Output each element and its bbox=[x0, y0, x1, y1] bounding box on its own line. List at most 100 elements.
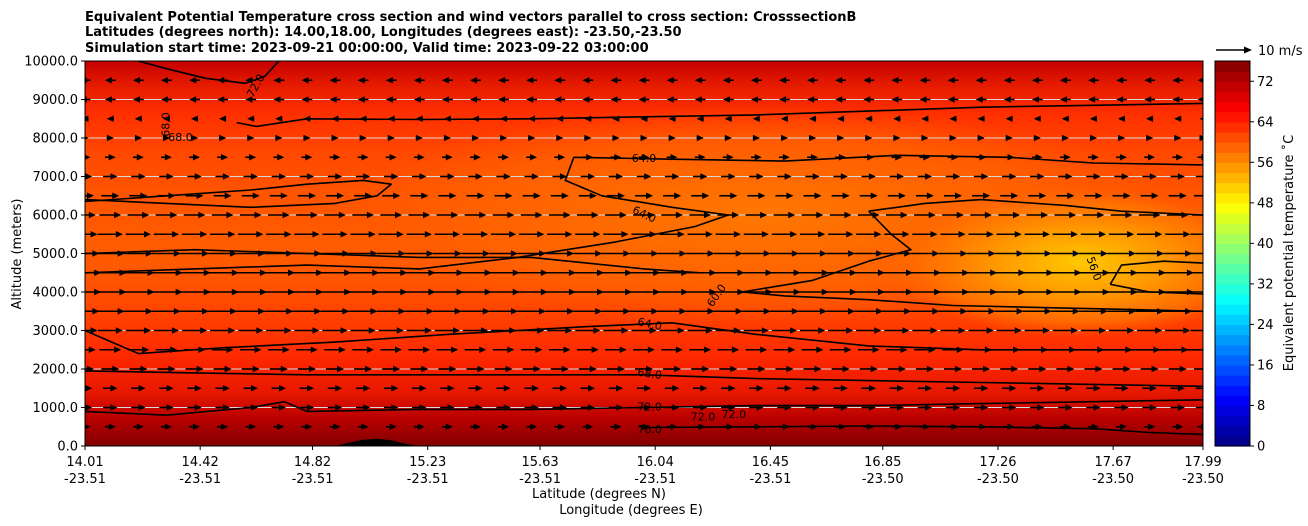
wind-arrow-head bbox=[779, 77, 787, 84]
wind-arrow-head bbox=[679, 250, 687, 257]
contour-label-7: 68.0 bbox=[637, 366, 663, 382]
wind-arrow-head bbox=[391, 173, 399, 180]
wind-arrow-head bbox=[677, 231, 685, 238]
wind-arrow-head bbox=[870, 192, 878, 199]
wind-arrow-head bbox=[1203, 404, 1210, 410]
wind-arrow-head bbox=[1181, 346, 1189, 353]
wind-arrow-head bbox=[451, 346, 459, 353]
wind-arrow-head bbox=[498, 77, 506, 84]
wind-arrow bbox=[657, 250, 687, 257]
wind-arrow bbox=[410, 365, 429, 373]
colorbar-tick-label-6: 48 bbox=[1257, 196, 1274, 211]
wind-arrow-head bbox=[1128, 250, 1136, 257]
wind-arrow-head bbox=[217, 77, 225, 84]
wind-arrow-head bbox=[584, 115, 592, 122]
wind-arrow-head bbox=[173, 250, 181, 257]
wind-arrow bbox=[301, 77, 313, 84]
wind-arrow bbox=[522, 192, 541, 199]
colorbar-band-5 bbox=[1215, 385, 1250, 396]
wind-arrow-head bbox=[784, 173, 792, 180]
wind-arrow-head bbox=[250, 385, 258, 392]
wind-arrow bbox=[659, 327, 685, 334]
wind-arrow-head bbox=[305, 154, 313, 161]
wind-arrow-head bbox=[370, 250, 378, 257]
wind-arrow bbox=[443, 134, 451, 142]
wind-arrow bbox=[180, 308, 209, 315]
wind-arrow-head bbox=[1205, 193, 1212, 199]
wind-arrow-head bbox=[472, 134, 480, 142]
wind-arrow-head bbox=[172, 327, 180, 334]
wind-arrow-head bbox=[501, 423, 509, 430]
wind-arrow bbox=[805, 404, 820, 411]
wind-arrow bbox=[161, 154, 172, 161]
wind-arrow bbox=[440, 385, 455, 392]
wind-arrow bbox=[350, 231, 376, 238]
wind-arrow bbox=[1107, 308, 1136, 315]
wind-arrow-head bbox=[224, 365, 232, 373]
wind-arrow-head bbox=[1007, 154, 1015, 161]
wind-arrow bbox=[666, 154, 678, 161]
wind-arrow bbox=[275, 134, 283, 142]
wind-arrow-head bbox=[394, 346, 402, 353]
wind-arrow-head bbox=[387, 115, 395, 122]
wind-arrow bbox=[750, 423, 762, 430]
wind-key-label: 10 m/s bbox=[1258, 44, 1303, 59]
wind-arrow-head bbox=[595, 308, 603, 315]
wind-arrow-head bbox=[1146, 134, 1154, 142]
wind-arrow bbox=[910, 250, 940, 257]
wind-arrow bbox=[104, 96, 116, 103]
wind-arrow bbox=[912, 327, 938, 334]
wind-arrow-head bbox=[277, 423, 285, 430]
wind-arrow-head bbox=[616, 404, 624, 411]
x-axis-label-2: Longitude (degrees E) bbox=[559, 503, 703, 518]
wind-arrow-head bbox=[136, 423, 144, 430]
wind-arrow bbox=[775, 192, 794, 199]
x-tick-lat-8: 17.26 bbox=[979, 455, 1016, 470]
wind-arrow-head bbox=[140, 365, 148, 373]
wind-arrow bbox=[608, 173, 624, 180]
wind-arrow bbox=[912, 231, 938, 238]
wind-arrow-head bbox=[874, 327, 882, 334]
wind-arrow bbox=[1110, 346, 1133, 353]
wind-arrow bbox=[1088, 77, 1099, 84]
wind-arrow-head bbox=[531, 173, 539, 180]
wind-arrow-head bbox=[900, 211, 908, 219]
wind-arrow-head bbox=[977, 134, 985, 142]
contour-60-5 bbox=[868, 198, 1203, 216]
wind-arrow-head bbox=[1039, 365, 1047, 373]
wind-arrow bbox=[239, 211, 262, 219]
wind-arrow bbox=[666, 77, 678, 84]
wind-arrow-head bbox=[728, 173, 736, 180]
wind-arrow bbox=[640, 115, 648, 122]
wind-arrow bbox=[610, 423, 622, 430]
wind-arrow-head bbox=[614, 154, 622, 161]
wind-arrow-head bbox=[1174, 134, 1182, 142]
wind-arrow bbox=[494, 365, 513, 373]
colorbar-band-10 bbox=[1215, 334, 1250, 346]
wind-arrow bbox=[266, 231, 292, 238]
wind-arrow bbox=[605, 346, 627, 353]
plot-area: 72.068.068.064.064.060.064.068.072.072.0… bbox=[85, 61, 1212, 446]
wind-arrow-head bbox=[1037, 173, 1045, 180]
wind-arrow-head bbox=[335, 385, 343, 392]
wind-arrow bbox=[692, 404, 708, 411]
wind-arrow-head bbox=[230, 308, 238, 315]
wind-arrow-head bbox=[563, 346, 571, 353]
wind-arrow bbox=[245, 423, 257, 430]
wind-arrow-head bbox=[1177, 173, 1185, 180]
wind-arrow bbox=[636, 173, 652, 180]
wind-arrow-head bbox=[252, 365, 260, 373]
wind-arrow bbox=[633, 346, 655, 353]
wind-arrow bbox=[863, 154, 875, 161]
wind-arrow-head bbox=[558, 154, 566, 161]
wind-arrow-head bbox=[1203, 173, 1210, 179]
wind-arrow-head bbox=[1069, 211, 1077, 219]
y-tick-label-8: 8000.0 bbox=[33, 132, 79, 147]
wind-arrow-head bbox=[1067, 365, 1075, 373]
wind-arrow-head bbox=[610, 96, 618, 103]
wind-arrow-head bbox=[189, 96, 197, 103]
wind-arrow bbox=[722, 154, 734, 161]
wind-arrow bbox=[1005, 134, 1013, 142]
wind-arrow-head bbox=[897, 404, 905, 411]
wind-arrow bbox=[329, 96, 341, 103]
